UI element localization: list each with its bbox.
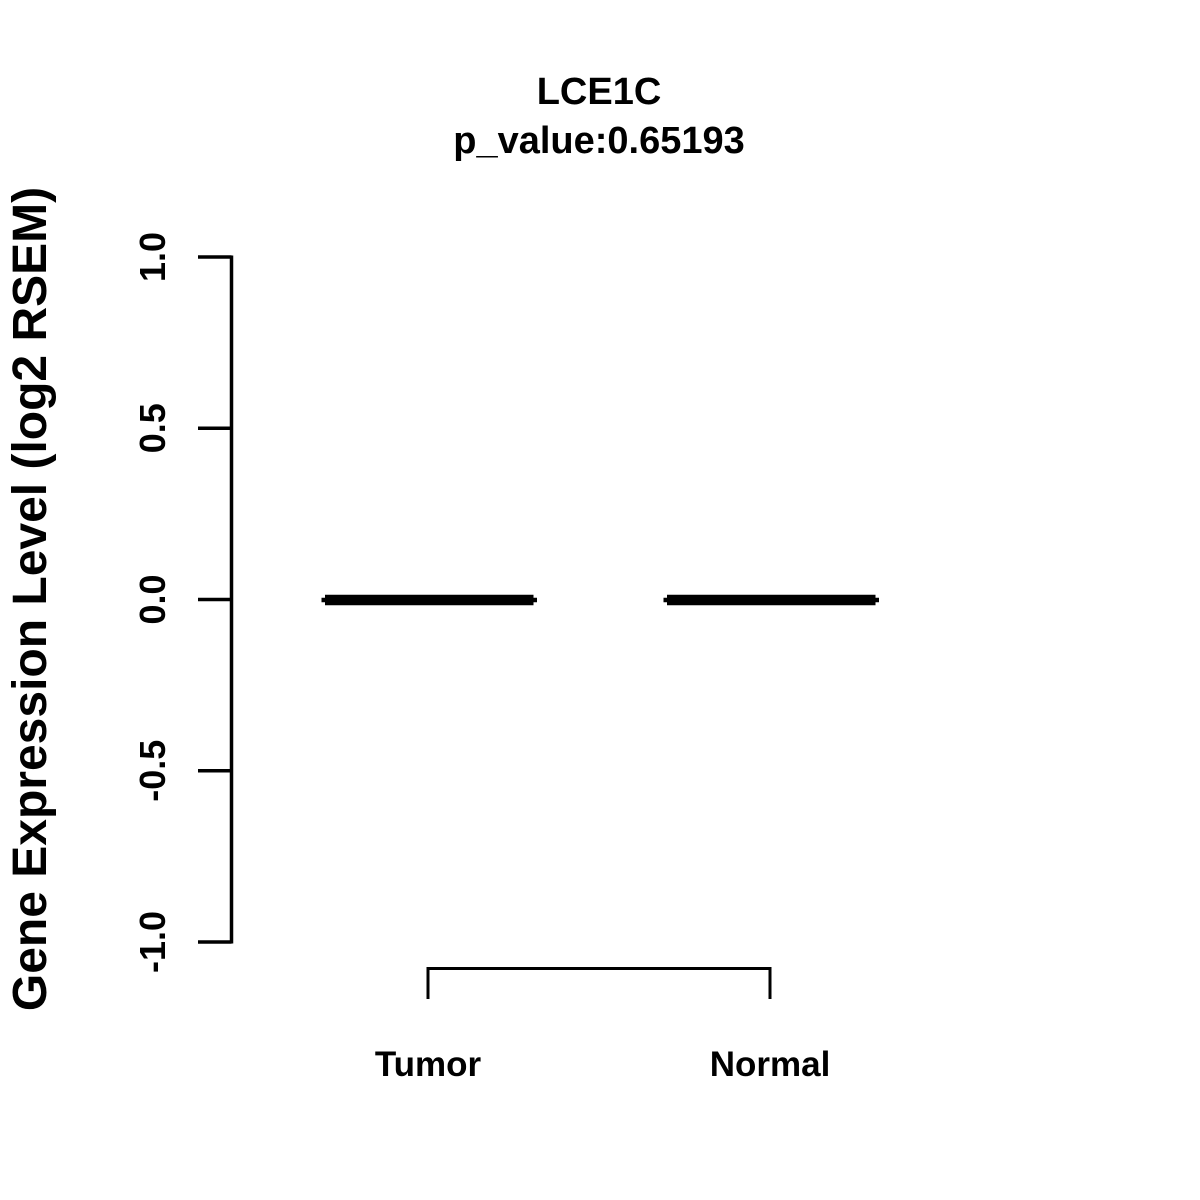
y-axis-tick-labels: 1.0 0.5 0.0 -0.5 -1.0 bbox=[132, 232, 173, 973]
y-axis-ticks bbox=[198, 255, 232, 944]
gene-title: LCE1C bbox=[537, 71, 662, 113]
p-value-text: p_value:0.65193 bbox=[453, 120, 745, 162]
y-tick-label: -0.5 bbox=[132, 740, 173, 802]
chart-title: LCE1C p_value:0.65193 bbox=[453, 71, 745, 162]
y-tick-label: 1.0 bbox=[132, 232, 173, 282]
comparison-bracket bbox=[426, 967, 772, 999]
y-tick-label: 0.5 bbox=[132, 403, 173, 453]
tumor-label: Tumor bbox=[375, 1045, 482, 1084]
y-axis-title: Gene Expression Level (log2 RSEM) bbox=[4, 187, 57, 1011]
x-axis-group-labels: Tumor Normal bbox=[375, 1045, 830, 1084]
y-tick-label: -1.0 bbox=[132, 911, 173, 973]
y-tick-label: 0.0 bbox=[132, 574, 173, 624]
normal-label: Normal bbox=[710, 1045, 831, 1084]
